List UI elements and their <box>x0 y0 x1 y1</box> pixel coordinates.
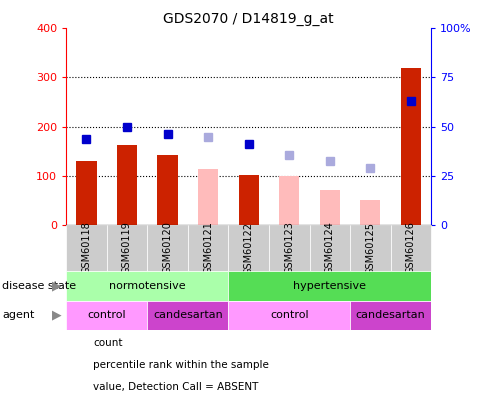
Title: GDS2070 / D14819_g_at: GDS2070 / D14819_g_at <box>163 12 334 26</box>
Bar <box>269 225 310 271</box>
Bar <box>401 68 421 225</box>
Bar <box>228 225 269 271</box>
Bar <box>66 301 147 330</box>
Text: GSM60118: GSM60118 <box>81 222 92 275</box>
Text: GSM60120: GSM60120 <box>163 222 172 275</box>
Bar <box>66 271 228 301</box>
Text: GSM60126: GSM60126 <box>406 222 416 275</box>
Text: disease state: disease state <box>2 281 76 291</box>
Text: value, Detection Call = ABSENT: value, Detection Call = ABSENT <box>93 382 259 392</box>
Bar <box>147 225 188 271</box>
Text: percentile rank within the sample: percentile rank within the sample <box>93 360 269 370</box>
Bar <box>198 169 218 225</box>
Text: hypertensive: hypertensive <box>294 281 367 291</box>
Bar <box>228 301 350 330</box>
Bar <box>350 301 431 330</box>
Bar <box>147 301 228 330</box>
Bar <box>319 190 340 225</box>
Bar <box>360 200 381 225</box>
Text: count: count <box>93 338 122 348</box>
Text: ▶: ▶ <box>51 309 61 322</box>
Bar <box>188 225 228 271</box>
Text: GSM60122: GSM60122 <box>244 222 254 275</box>
Text: control: control <box>87 310 126 320</box>
Bar <box>66 225 107 271</box>
Text: candesartan: candesartan <box>356 310 425 320</box>
Bar <box>310 225 350 271</box>
Text: GSM60119: GSM60119 <box>122 222 132 275</box>
Text: GSM60121: GSM60121 <box>203 222 213 275</box>
Text: GSM60124: GSM60124 <box>325 222 335 275</box>
Bar <box>279 176 299 225</box>
Bar <box>391 225 431 271</box>
Text: candesartan: candesartan <box>153 310 223 320</box>
Text: GSM60123: GSM60123 <box>284 222 294 275</box>
Bar <box>228 271 431 301</box>
Text: normotensive: normotensive <box>109 281 186 291</box>
Text: ▶: ▶ <box>51 279 61 292</box>
Text: GSM60125: GSM60125 <box>366 222 375 275</box>
Bar <box>239 175 259 225</box>
Text: agent: agent <box>2 310 35 320</box>
Bar <box>350 225 391 271</box>
Bar <box>117 145 137 225</box>
Bar <box>107 225 147 271</box>
Bar <box>76 161 97 225</box>
Text: control: control <box>270 310 309 320</box>
Bar <box>157 155 178 225</box>
